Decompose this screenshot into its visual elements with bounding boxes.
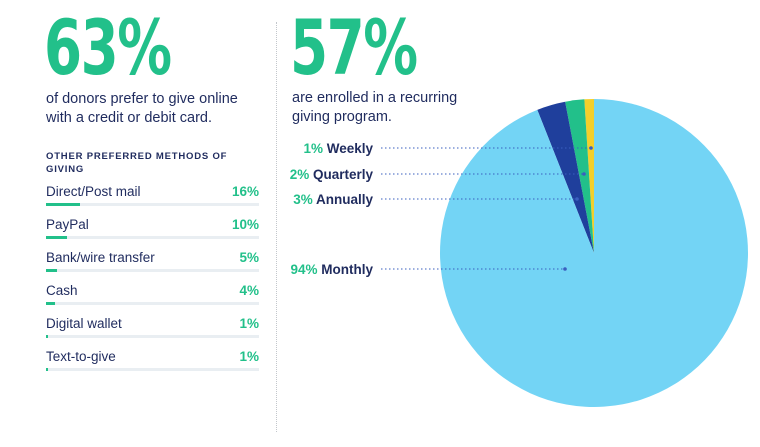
method-label: Text-to-give (46, 349, 116, 364)
method-bar-fill (46, 203, 81, 206)
pie-slice-annually (537, 101, 594, 254)
method-bar-fill (46, 302, 55, 305)
pie-label-monthly: 94% Monthly (290, 262, 373, 277)
online-giving-description: of donors prefer to give online with a c… (46, 91, 238, 126)
method-label: PayPal (46, 217, 89, 232)
method-value: 4% (239, 283, 259, 298)
method-bar-fill (46, 368, 49, 371)
recurring-giving-stat: 57% (290, 3, 418, 92)
leader-dot-weekly (589, 146, 593, 150)
method-bar-track (46, 335, 259, 338)
method-bar-fill (46, 335, 49, 338)
method-row: Digital wallet 1% (46, 316, 259, 349)
method-row: Cash 4% (46, 283, 259, 316)
leader-dot-quarterly (582, 172, 586, 176)
method-value: 1% (239, 316, 259, 331)
method-label: Cash (46, 283, 78, 298)
leader-dot-monthly (563, 267, 567, 271)
method-row: Direct/Post mail 16% (46, 184, 259, 217)
online-giving-stat: 63% (44, 3, 172, 92)
pie-slice-weekly (584, 99, 594, 253)
method-bar-track (46, 269, 259, 272)
section-divider (276, 22, 277, 432)
method-bar-track (46, 368, 259, 371)
method-label: Digital wallet (46, 316, 122, 331)
recurring-giving-description: are enrolled in a recurring giving progr… (292, 90, 458, 125)
method-label: Direct/Post mail (46, 184, 141, 199)
method-bar-track (46, 203, 259, 206)
method-value: 10% (231, 217, 259, 232)
method-bar-track (46, 236, 259, 239)
pie-label-weekly: 1% Weekly (303, 141, 373, 156)
method-value: 5% (239, 250, 259, 265)
pie-slice-monthly (440, 99, 748, 407)
method-label: Bank/wire transfer (46, 250, 155, 265)
pie-slice-quarterly (565, 99, 594, 253)
leader-dot-annually (575, 197, 579, 201)
giving-methods-list: Direct/Post mail 16% PayPal 10% Bank/wir… (46, 184, 259, 382)
method-bar-fill (46, 236, 68, 239)
method-bar-track (46, 302, 259, 305)
method-value: 1% (239, 349, 259, 364)
method-value: 16% (231, 184, 259, 199)
method-row: PayPal 10% (46, 217, 259, 250)
method-row: Bank/wire transfer 5% (46, 250, 259, 283)
method-bar-fill (46, 269, 57, 272)
pie-label-annually: 3% Annually (293, 192, 373, 207)
pie-label-quarterly: 2% Quarterly (290, 167, 374, 182)
method-row: Text-to-give 1% (46, 349, 259, 382)
methods-heading: OTHER PREFERRED METHODS OF GIVING (46, 151, 228, 175)
